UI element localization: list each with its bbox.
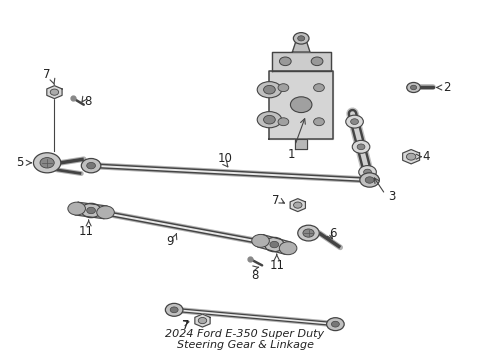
- Ellipse shape: [257, 82, 282, 98]
- Circle shape: [406, 153, 416, 160]
- Circle shape: [97, 206, 114, 219]
- Circle shape: [360, 173, 379, 187]
- Circle shape: [359, 166, 376, 179]
- Text: 9: 9: [167, 235, 174, 248]
- Text: 1: 1: [288, 119, 305, 161]
- Text: 2: 2: [443, 81, 450, 94]
- Text: 8: 8: [251, 269, 258, 282]
- Circle shape: [351, 119, 359, 125]
- Circle shape: [365, 177, 374, 183]
- Circle shape: [87, 207, 96, 214]
- Circle shape: [198, 318, 207, 324]
- Polygon shape: [403, 149, 419, 164]
- Polygon shape: [270, 71, 333, 139]
- Circle shape: [298, 225, 319, 241]
- Circle shape: [411, 85, 416, 90]
- Circle shape: [264, 115, 275, 124]
- Circle shape: [279, 242, 297, 255]
- Circle shape: [303, 229, 314, 237]
- Polygon shape: [290, 199, 305, 212]
- Text: 6: 6: [330, 227, 337, 240]
- Text: 10: 10: [218, 152, 233, 165]
- Text: 7: 7: [271, 194, 279, 207]
- Circle shape: [81, 158, 101, 173]
- Circle shape: [346, 115, 364, 128]
- Circle shape: [327, 318, 344, 330]
- Circle shape: [352, 140, 370, 153]
- Circle shape: [87, 162, 96, 169]
- Circle shape: [40, 158, 54, 168]
- Circle shape: [294, 202, 302, 208]
- Circle shape: [50, 89, 59, 95]
- Polygon shape: [75, 202, 107, 219]
- Circle shape: [314, 84, 324, 91]
- Polygon shape: [293, 40, 310, 52]
- Text: 5: 5: [16, 156, 24, 169]
- Circle shape: [270, 241, 279, 248]
- Circle shape: [278, 84, 289, 91]
- Text: 2024 Ford E-350 Super Duty
Steering Gear & Linkage: 2024 Ford E-350 Super Duty Steering Gear…: [166, 329, 324, 350]
- Text: 7: 7: [182, 319, 190, 332]
- Polygon shape: [295, 139, 307, 149]
- Circle shape: [311, 57, 323, 66]
- Circle shape: [252, 234, 270, 247]
- Circle shape: [68, 202, 85, 215]
- Circle shape: [294, 33, 309, 44]
- Text: 7: 7: [43, 68, 51, 81]
- Circle shape: [407, 82, 420, 93]
- Circle shape: [264, 85, 275, 94]
- Circle shape: [265, 237, 284, 252]
- Ellipse shape: [257, 112, 282, 128]
- Circle shape: [314, 118, 324, 126]
- Polygon shape: [195, 314, 210, 327]
- Text: 4: 4: [422, 150, 429, 163]
- Text: 3: 3: [388, 190, 395, 203]
- Circle shape: [278, 118, 289, 126]
- Circle shape: [170, 307, 178, 313]
- Circle shape: [291, 97, 312, 113]
- Circle shape: [364, 169, 371, 175]
- Circle shape: [33, 153, 61, 173]
- Text: 11: 11: [270, 259, 284, 272]
- Circle shape: [297, 36, 305, 41]
- Polygon shape: [47, 86, 62, 99]
- Polygon shape: [258, 235, 291, 254]
- Text: 8: 8: [84, 95, 91, 108]
- Circle shape: [165, 303, 183, 316]
- Circle shape: [279, 57, 291, 66]
- Text: 11: 11: [79, 225, 94, 238]
- Polygon shape: [272, 52, 331, 71]
- Circle shape: [331, 321, 340, 327]
- Circle shape: [81, 203, 101, 218]
- Circle shape: [357, 144, 365, 150]
